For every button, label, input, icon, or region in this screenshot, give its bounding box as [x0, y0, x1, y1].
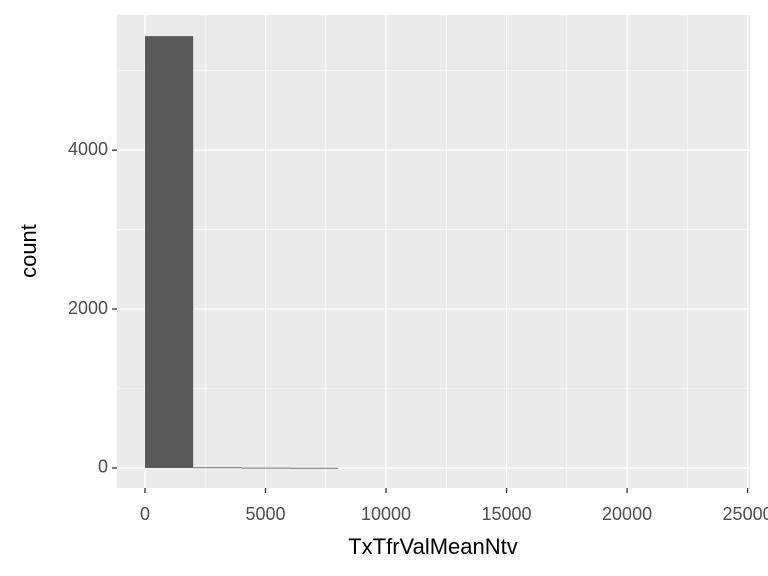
- panel: [117, 15, 750, 488]
- bar: [144, 36, 194, 468]
- y-tick-label: 4000: [68, 139, 108, 159]
- y-tick-label: 2000: [68, 298, 108, 318]
- x-tick-label: 5000: [245, 504, 285, 524]
- y-axis-title: count: [16, 224, 41, 278]
- bar: [241, 467, 290, 469]
- x-tick-label: 15000: [482, 504, 532, 524]
- bar: [193, 467, 242, 469]
- x-tick-label: 20000: [602, 504, 652, 524]
- x-tick-label: 25000: [723, 504, 768, 524]
- bar: [289, 467, 338, 469]
- x-tick-label: 10000: [361, 504, 411, 524]
- x-tick-label: 0: [140, 504, 150, 524]
- x-axis-title: TxTfrValMeanNtv: [348, 534, 518, 559]
- y-tick-label: 0: [98, 457, 108, 477]
